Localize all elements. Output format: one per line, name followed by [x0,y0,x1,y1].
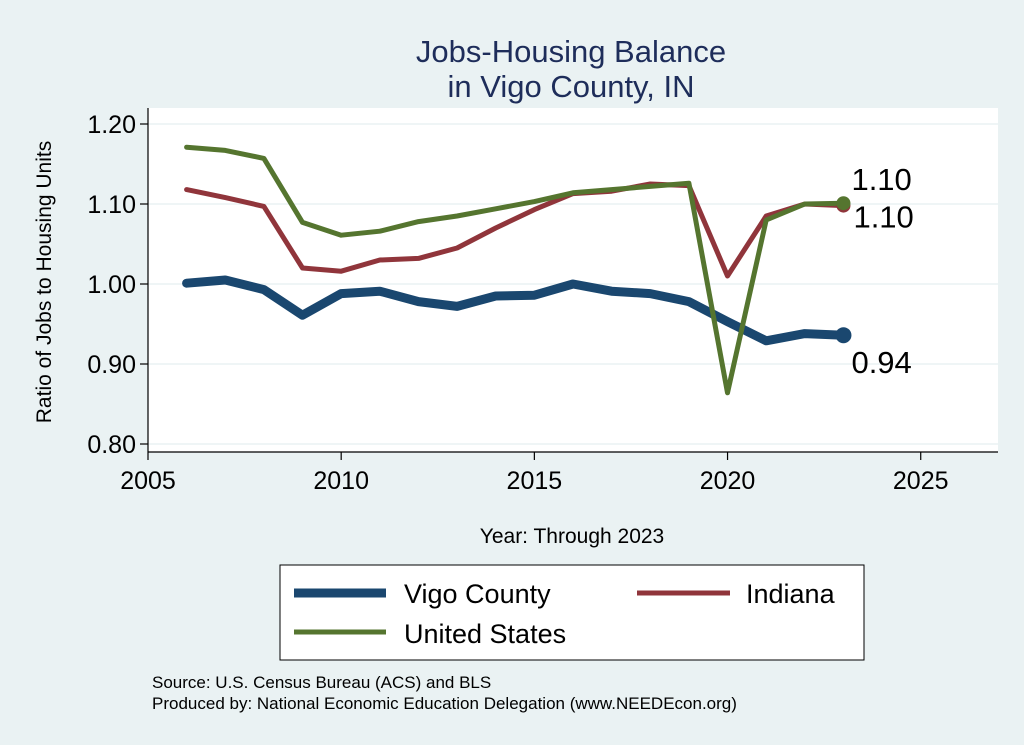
legend-label-united-states: United States [404,619,566,649]
x-tick-label: 2025 [893,467,949,495]
legend: Vigo County Indiana United States [279,564,865,661]
y-axis-title: Ratio of Jobs to Housing Units [33,141,56,423]
y-tick-label: 0.90 [87,351,136,379]
series-line-vigo-county [182,275,848,346]
y-tick-label: 1.00 [87,271,136,299]
producer-note: Produced by: National Economic Education… [152,694,737,713]
x-tick-label: 2010 [313,467,369,495]
legend-label-vigo-county: Vigo County [404,579,551,609]
x-tick-label: 2020 [700,467,756,495]
series-line-united-states [184,144,846,396]
series-line-indiana [184,181,846,279]
end-label-vigo-county: 0.94 [851,345,911,380]
series-lines [182,144,848,396]
end-marker-united-states [836,196,851,211]
source-note: Source: U.S. Census Bureau (ACS) and BLS [152,673,491,692]
end-label-united-states: 1.10 [851,162,911,197]
legend-box [279,564,865,661]
end-label-indiana: 1.10 [853,200,913,235]
chart-title: Jobs-Housing Balance [416,34,726,69]
x-tick-labels: 2005 2010 2015 2020 2025 [120,467,948,495]
series-end-labels: 0.94 1.101.10 [851,162,913,380]
legend-label-indiana: Indiana [746,579,836,609]
series-end-markers [835,196,852,344]
x-axis-title: Year: Through 2023 [480,525,665,548]
x-tick-label: 2005 [120,467,176,495]
axes [147,108,998,453]
y-tick-label: 1.20 [87,111,136,139]
end-marker-vigo-county [835,327,852,344]
y-tick-labels: 0.80 0.90 1.00 1.10 1.20 [87,111,136,459]
chart-subtitle: in Vigo County, IN [448,69,695,104]
y-tick-label: 1.10 [87,191,136,219]
tick-marks [140,123,922,460]
x-tick-label: 2015 [507,467,563,495]
y-tick-label: 0.80 [87,431,136,459]
